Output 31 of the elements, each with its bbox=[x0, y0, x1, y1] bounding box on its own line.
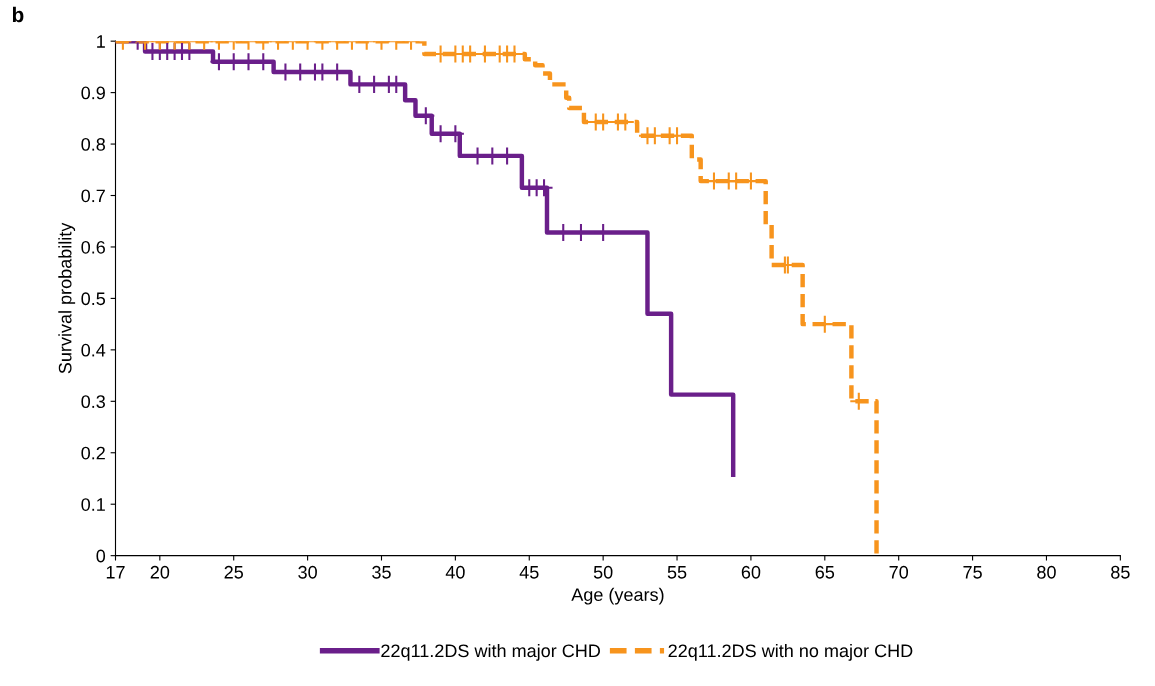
y-tick-label: 1 bbox=[97, 35, 105, 48]
y-tick-label: 0.1 bbox=[81, 498, 105, 511]
y-tick-label: 0.5 bbox=[81, 292, 106, 306]
legend-label: 22q11.2DS with no major CHD bbox=[668, 643, 913, 661]
x-tick-label: 60 bbox=[741, 565, 761, 579]
x-tick-label: 35 bbox=[372, 565, 391, 579]
x-tick-label: 75 bbox=[963, 566, 982, 579]
y-tick-label: 0.2 bbox=[81, 446, 105, 460]
x-tick-label: 50 bbox=[593, 565, 613, 579]
y-tick-label: 0.6 bbox=[81, 240, 105, 254]
y-tick-label: 0.8 bbox=[81, 137, 105, 151]
y-tick-label: 0.4 bbox=[81, 343, 106, 357]
y-tick-label: 0.7 bbox=[81, 189, 105, 203]
x-tick-label: 45 bbox=[519, 566, 539, 579]
y-tick-label: 0.3 bbox=[81, 395, 105, 409]
x-tick-label: 30 bbox=[298, 565, 317, 579]
y-tick-label: 0 bbox=[96, 549, 106, 563]
y-axis-title: Survival probability bbox=[58, 222, 76, 374]
y-tick-label: 0.9 bbox=[81, 86, 105, 100]
x-tick-label: 65 bbox=[815, 565, 835, 579]
x-tick-label: 70 bbox=[889, 565, 909, 579]
x-tick-label: 55 bbox=[667, 566, 687, 579]
x-tick-label: 80 bbox=[1037, 565, 1056, 579]
x-tick-label: 40 bbox=[445, 565, 465, 579]
x-tick-label: 17 bbox=[106, 566, 125, 579]
x-tick-label: 25 bbox=[224, 565, 243, 579]
x-axis-title: Age (years) bbox=[571, 587, 664, 605]
legend-label: 22q11.2DS with major CHD bbox=[381, 643, 601, 661]
text: b bbox=[12, 6, 24, 23]
x-tick-label: 85 bbox=[1111, 565, 1130, 579]
x-tick-label: 20 bbox=[150, 565, 170, 579]
